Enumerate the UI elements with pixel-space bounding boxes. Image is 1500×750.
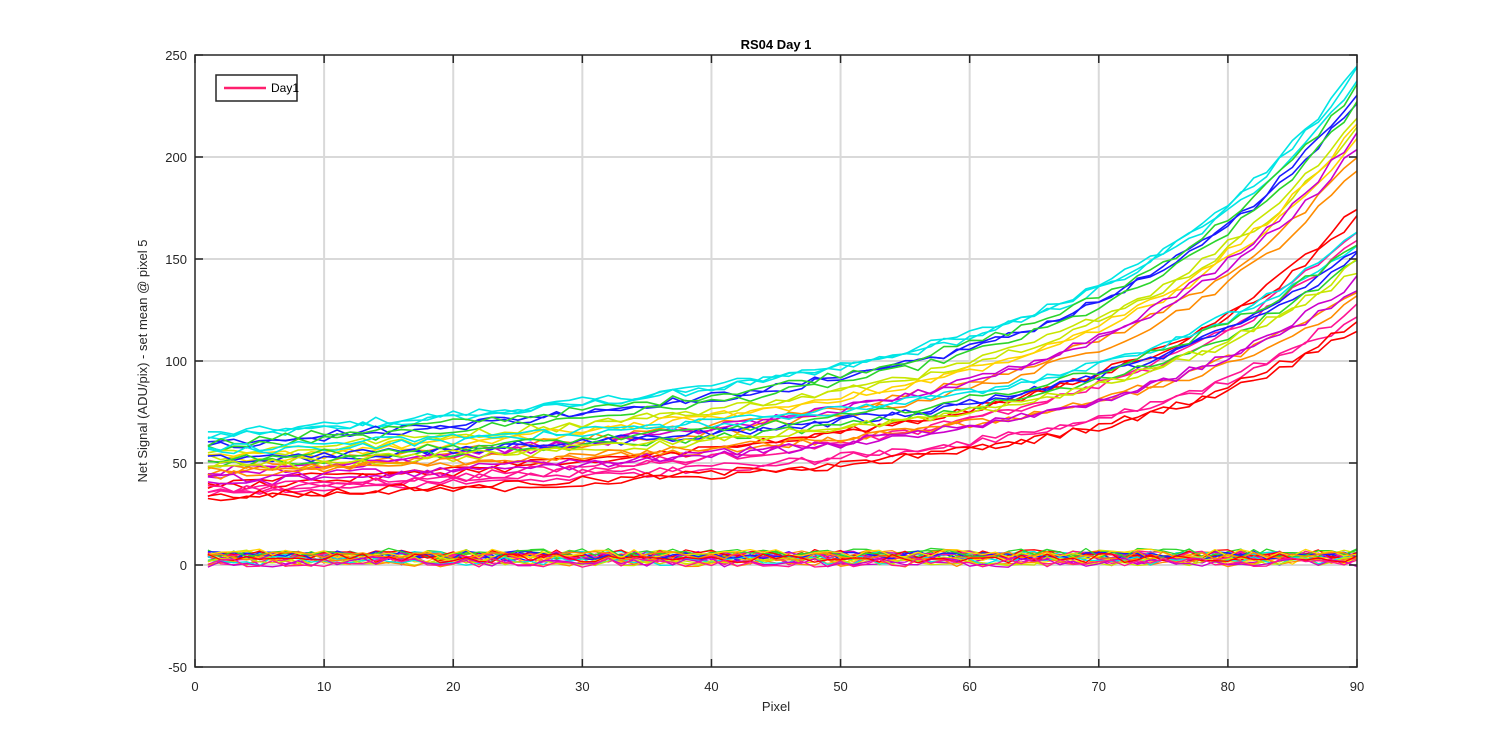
series-line xyxy=(207,123,1358,464)
y-tick-label: 200 xyxy=(165,150,187,165)
series-line xyxy=(207,126,1358,454)
y-tick-label: 150 xyxy=(165,252,187,267)
series-line xyxy=(207,275,1358,486)
legend: Day1 xyxy=(215,74,299,102)
series-line xyxy=(207,101,1358,452)
x-tick-label: 90 xyxy=(1350,679,1364,694)
x-tick-label: 70 xyxy=(1092,679,1106,694)
x-tick-label: 50 xyxy=(833,679,847,694)
series-line xyxy=(207,117,1358,461)
series-line xyxy=(207,272,1358,471)
ticks: 0 10 20 30 40 50 60 70 80 90 -50 0 50 100 150 200 250 xyxy=(165,48,1364,694)
flat-series-line xyxy=(207,557,1358,568)
flat-series-line xyxy=(207,550,1358,562)
series-line xyxy=(207,245,1358,452)
x-tick-label: 0 xyxy=(191,679,198,694)
flat-series-line xyxy=(207,547,1358,559)
series-line xyxy=(207,244,1358,463)
y-tick-label: 0 xyxy=(180,558,187,573)
x-tick-label: 60 xyxy=(962,679,976,694)
x-tick-label: 20 xyxy=(446,679,460,694)
series-line xyxy=(207,94,1358,449)
series-line xyxy=(207,330,1358,499)
series-line xyxy=(207,137,1358,458)
y-tick-label: 250 xyxy=(165,48,187,63)
x-axis-label: Pixel xyxy=(762,699,790,714)
legend-label-day1: Day1 xyxy=(271,81,299,95)
y-tick-label: 50 xyxy=(173,456,187,471)
series-line xyxy=(207,83,1358,447)
series-line xyxy=(207,80,1358,440)
chart-title: RS04 Day 1 xyxy=(741,37,812,52)
x-tick-label: 30 xyxy=(575,679,589,694)
series-line xyxy=(207,316,1358,494)
y-tick-label: -50 xyxy=(168,660,187,675)
y-tick-label: 100 xyxy=(165,354,187,369)
x-tick-label: 40 xyxy=(704,679,718,694)
series-line xyxy=(207,231,1358,455)
series-lines xyxy=(207,65,1358,568)
series-line xyxy=(207,295,1358,476)
y-axis-label: Net Signal (ADU/pix) - set mean @ pixel … xyxy=(135,240,150,483)
x-tick-label: 80 xyxy=(1221,679,1235,694)
series-line xyxy=(207,303,1358,495)
flat-series-line xyxy=(207,557,1358,568)
x-tick-label: 10 xyxy=(317,679,331,694)
series-line xyxy=(207,148,1358,476)
series-line xyxy=(207,290,1358,483)
